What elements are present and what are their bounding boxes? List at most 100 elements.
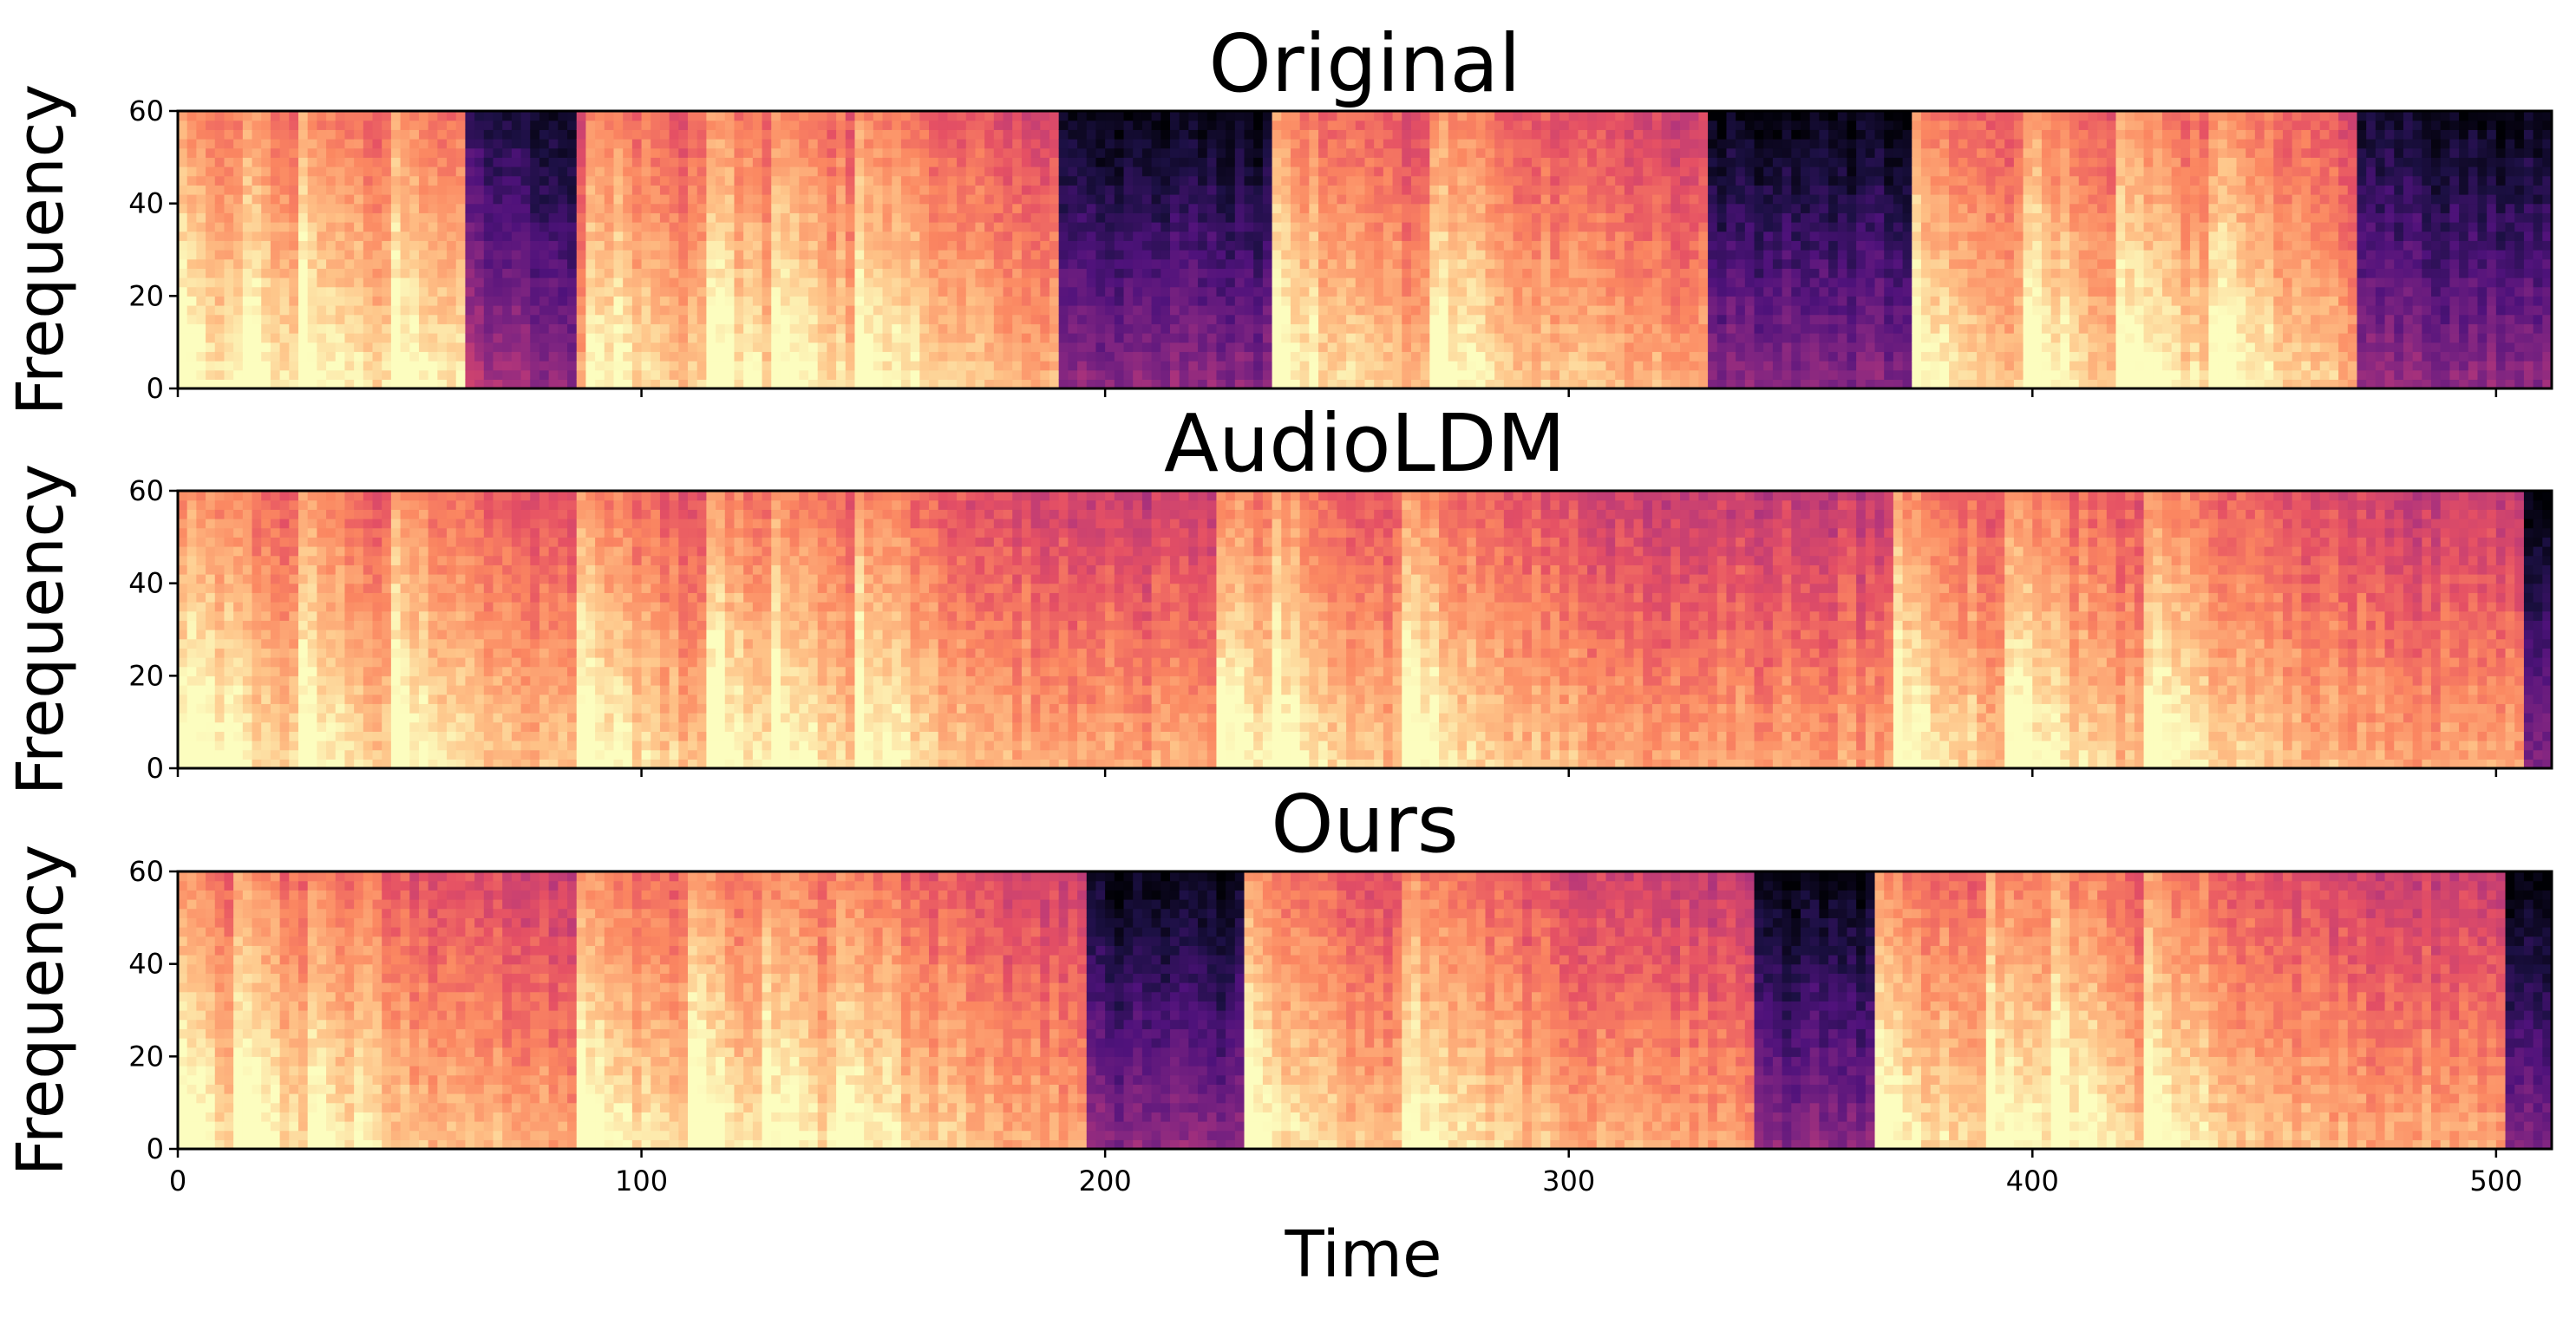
heatmap-cell bbox=[1550, 296, 1560, 306]
heatmap-cell bbox=[502, 351, 513, 362]
heatmap-cell bbox=[1494, 111, 1505, 121]
heatmap-cell bbox=[984, 323, 995, 334]
heatmap-cell bbox=[585, 250, 596, 260]
heatmap-cell bbox=[1021, 342, 1032, 352]
heatmap-cell bbox=[1318, 231, 1329, 241]
heatmap-cell bbox=[474, 194, 485, 205]
heatmap-cell bbox=[836, 147, 847, 158]
heatmap-cell bbox=[567, 286, 578, 297]
heatmap-cell bbox=[511, 250, 522, 260]
heatmap-cell bbox=[1030, 166, 1041, 177]
heatmap-cell bbox=[1030, 351, 1041, 362]
heatmap-cell bbox=[372, 342, 382, 352]
heatmap-cell bbox=[1206, 333, 1218, 343]
heatmap-cell bbox=[1141, 139, 1153, 149]
heatmap-cell bbox=[1513, 166, 1523, 177]
heatmap-cell bbox=[641, 120, 651, 130]
heatmap-cell bbox=[372, 139, 382, 149]
heatmap-cell bbox=[900, 203, 912, 213]
heatmap-cell bbox=[1503, 222, 1514, 232]
heatmap-cell bbox=[252, 139, 262, 149]
heatmap-cell bbox=[474, 268, 485, 278]
heatmap-cell bbox=[716, 139, 726, 149]
heatmap-cell bbox=[437, 203, 448, 213]
heatmap-cell bbox=[1161, 286, 1171, 297]
heatmap-cell bbox=[1003, 286, 1013, 297]
heatmap-cell bbox=[354, 194, 364, 205]
heatmap-cell bbox=[1513, 333, 1523, 343]
heatmap-cell bbox=[585, 296, 596, 306]
heatmap-cell bbox=[233, 194, 244, 205]
heatmap-cell bbox=[1559, 157, 1570, 167]
heatmap-cell bbox=[1123, 185, 1134, 195]
heatmap-cell bbox=[214, 194, 226, 205]
heatmap-cell bbox=[743, 379, 754, 388]
heatmap-cell bbox=[957, 111, 967, 121]
heatmap-cell bbox=[390, 147, 402, 158]
heatmap-cell bbox=[1467, 147, 1477, 158]
heatmap-cell bbox=[1299, 333, 1310, 343]
heatmap-cell bbox=[233, 342, 244, 352]
heatmap-cell bbox=[696, 231, 708, 241]
heatmap-cell bbox=[335, 222, 346, 232]
heatmap-cell bbox=[780, 175, 791, 186]
heatmap-cell bbox=[1318, 333, 1329, 343]
heatmap-cell bbox=[186, 314, 197, 324]
heatmap-cell bbox=[1346, 157, 1357, 167]
heatmap-cell bbox=[1244, 305, 1254, 316]
heatmap-cell bbox=[678, 379, 689, 388]
heatmap-cell bbox=[1003, 231, 1013, 241]
heatmap-cell bbox=[910, 369, 920, 380]
heatmap-cell bbox=[706, 268, 716, 278]
heatmap-cell bbox=[1605, 203, 1616, 213]
heatmap-cell bbox=[1355, 222, 1366, 232]
heatmap-cell bbox=[900, 305, 912, 316]
heatmap-cell bbox=[1281, 147, 1291, 158]
heatmap-cell bbox=[771, 157, 781, 167]
heatmap-cell bbox=[224, 185, 234, 195]
heatmap-cell bbox=[1216, 194, 1226, 205]
heatmap-cell bbox=[957, 231, 967, 241]
heatmap-cell bbox=[1624, 111, 1635, 121]
heatmap-cell bbox=[474, 342, 485, 352]
heatmap-cell bbox=[631, 111, 643, 121]
heatmap-cell bbox=[186, 139, 197, 149]
heatmap-cell bbox=[354, 147, 364, 158]
heatmap-cell bbox=[1615, 268, 1625, 278]
heatmap-cell bbox=[836, 120, 847, 130]
heatmap-cell bbox=[1587, 342, 1598, 352]
heatmap-cell bbox=[1670, 129, 1681, 140]
heatmap-cell bbox=[965, 194, 977, 205]
heatmap-cell bbox=[1133, 212, 1143, 223]
heatmap-cell bbox=[604, 268, 615, 278]
heatmap-cell bbox=[1559, 351, 1570, 362]
heatmap-cell bbox=[418, 250, 429, 260]
heatmap-cell bbox=[539, 203, 550, 213]
heatmap-cell bbox=[975, 129, 985, 140]
heatmap-cell bbox=[1086, 231, 1097, 241]
heatmap-cell bbox=[1670, 120, 1681, 130]
heatmap-cell bbox=[1114, 323, 1125, 334]
heatmap-cell bbox=[771, 166, 781, 177]
heatmap-cell bbox=[1299, 258, 1310, 269]
heatmap-cell bbox=[1651, 314, 1663, 324]
heatmap-cell bbox=[1095, 111, 1106, 121]
heatmap-cell bbox=[1133, 351, 1143, 362]
heatmap-cell bbox=[1021, 351, 1032, 362]
heatmap-cell bbox=[659, 120, 670, 130]
heatmap-cell bbox=[1475, 361, 1487, 371]
heatmap-cell bbox=[975, 258, 985, 269]
heatmap-cell bbox=[864, 258, 874, 269]
heatmap-cell bbox=[1169, 203, 1180, 213]
heatmap-cell bbox=[465, 240, 475, 251]
heatmap-cell bbox=[1383, 240, 1394, 251]
heatmap-cell bbox=[882, 129, 892, 140]
heatmap-cell bbox=[428, 240, 438, 251]
heatmap-cell bbox=[418, 231, 429, 241]
heatmap-cell bbox=[297, 258, 309, 269]
heatmap-cell bbox=[511, 231, 522, 241]
heatmap-cell bbox=[1133, 194, 1143, 205]
heatmap-cell bbox=[1161, 203, 1171, 213]
heatmap-cell bbox=[1021, 379, 1032, 388]
heatmap-cell bbox=[1049, 147, 1060, 158]
